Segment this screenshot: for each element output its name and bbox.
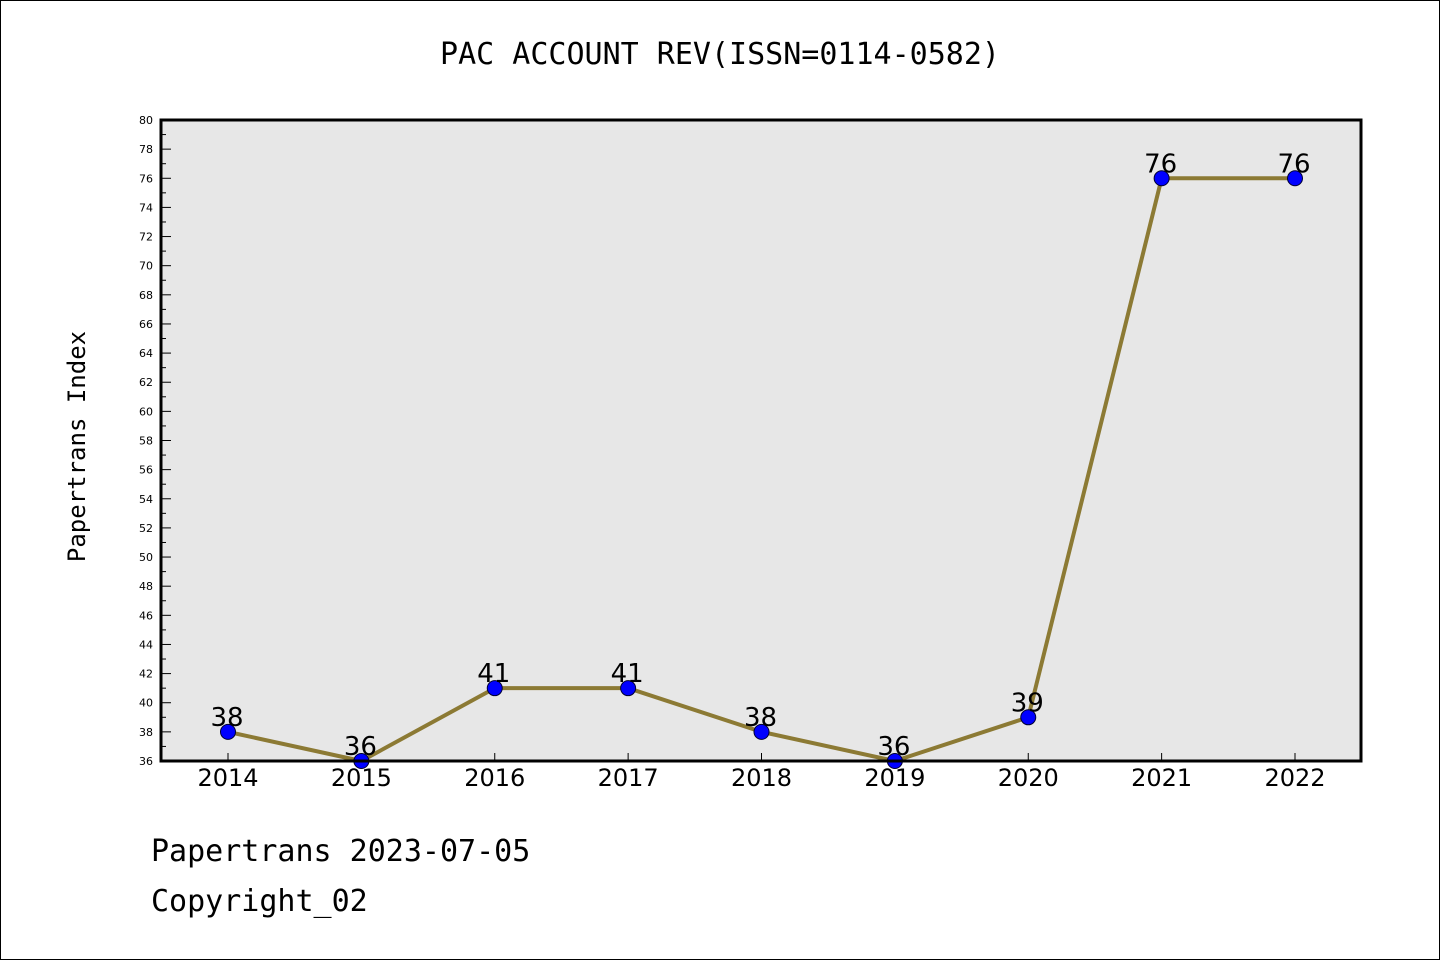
data-point bbox=[1153, 170, 1170, 187]
y-tick-label: 44 bbox=[139, 638, 153, 651]
y-tick-label: 76 bbox=[139, 172, 153, 185]
x-tick-label: 2021 bbox=[1131, 764, 1192, 792]
y-tick-label: 68 bbox=[139, 289, 153, 302]
data-point bbox=[753, 723, 770, 740]
footer-date: Papertrans 2023-07-05 bbox=[151, 834, 531, 869]
data-label: 41 bbox=[611, 659, 644, 689]
y-tick-label: 40 bbox=[139, 697, 153, 710]
y-tick-label: 52 bbox=[139, 522, 153, 535]
y-tick-label: 56 bbox=[139, 464, 153, 477]
y-tick-label: 62 bbox=[139, 376, 153, 389]
plot-border bbox=[159, 118, 1363, 763]
x-tick-label: 2017 bbox=[598, 764, 659, 792]
footer-copyright: Copyright_02 bbox=[151, 884, 368, 919]
x-tick-label: 2018 bbox=[731, 764, 792, 792]
y-tick-label: 66 bbox=[139, 318, 153, 331]
y-tick-label: 60 bbox=[139, 405, 153, 418]
y-tick-label: 36 bbox=[139, 755, 153, 768]
y-axis-label: Papertrans Index bbox=[63, 331, 91, 562]
y-tick-label: 58 bbox=[139, 435, 153, 448]
data-point bbox=[220, 723, 236, 740]
y-tick-label: 78 bbox=[139, 143, 153, 156]
data-label: 38 bbox=[744, 703, 777, 733]
y-tick-label: 50 bbox=[139, 551, 153, 564]
y-tick-label: 80 bbox=[139, 114, 153, 127]
y-tick-label: 48 bbox=[139, 580, 153, 593]
data-label: 76 bbox=[1144, 149, 1177, 179]
x-tick-label: 2016 bbox=[464, 764, 525, 792]
y-tick-label: 74 bbox=[139, 201, 153, 214]
x-axis: 2014 2015 2016 2017 2018 2019 2020 2021 2022 bbox=[197, 753, 1326, 792]
y-axis: 36 38 40 42 44 46 48 50 52 54 56 58 60 62 64 66 68 70 72 74… bbox=[139, 114, 171, 768]
data-label: 76 bbox=[1277, 149, 1310, 179]
y-tick-label: 42 bbox=[139, 668, 153, 681]
series-layer: 38 36 41 41 38 36 39 76 76 bbox=[210, 149, 1311, 769]
data-label: 36 bbox=[877, 732, 910, 762]
plot-area bbox=[161, 120, 1361, 761]
x-tick-label: 2020 bbox=[998, 764, 1059, 792]
y-tick-label: 70 bbox=[139, 260, 153, 273]
x-tick-label: 2014 bbox=[197, 764, 258, 792]
data-label: 38 bbox=[210, 703, 243, 733]
data-point bbox=[1287, 170, 1303, 187]
data-point bbox=[486, 680, 503, 697]
y-tick-label: 46 bbox=[139, 609, 153, 622]
data-point bbox=[620, 680, 637, 697]
data-label: 41 bbox=[477, 659, 510, 689]
data-label: 39 bbox=[1011, 688, 1044, 718]
chart-title: PAC ACCOUNT REV(ISSN=0114-0582) bbox=[440, 37, 1000, 72]
x-tick-label: 2022 bbox=[1264, 764, 1325, 792]
y-tick-label: 64 bbox=[139, 347, 153, 360]
data-label: 36 bbox=[344, 732, 377, 762]
data-point bbox=[1020, 709, 1037, 726]
y-tick-label: 72 bbox=[139, 231, 153, 244]
y-tick-label: 38 bbox=[139, 726, 153, 739]
y-tick-label: 54 bbox=[139, 493, 153, 506]
